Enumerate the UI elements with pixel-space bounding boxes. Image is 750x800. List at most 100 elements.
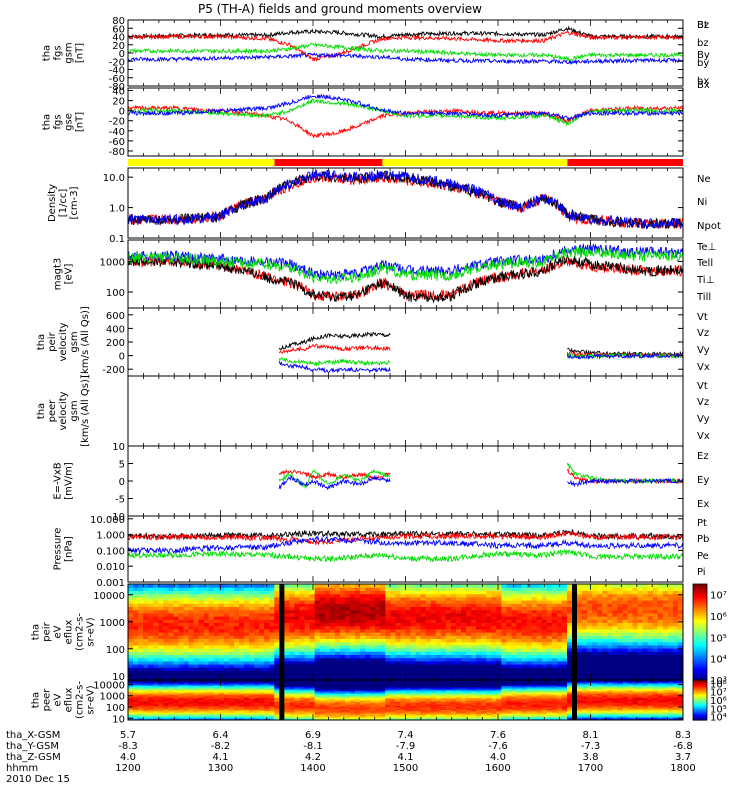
heatmap-cell bbox=[466, 625, 472, 630]
heatmap-cell bbox=[143, 705, 149, 708]
heatmap-cell bbox=[269, 654, 275, 659]
heatmap-cell bbox=[284, 641, 290, 646]
heatmap-cell bbox=[188, 606, 195, 611]
heatmap-cell bbox=[234, 692, 240, 694]
heatmap-cell bbox=[355, 667, 361, 671]
colorbar-cell bbox=[693, 598, 707, 602]
heatmap-cell bbox=[213, 600, 220, 604]
heatmap-cell bbox=[244, 709, 250, 712]
heatmap-cell bbox=[208, 708, 215, 710]
heatmap-cell bbox=[289, 638, 296, 643]
heatmap-cell bbox=[360, 619, 366, 623]
heatmap-cell bbox=[193, 696, 200, 698]
heatmap-cell bbox=[208, 590, 215, 595]
heatmap-cell bbox=[481, 660, 487, 665]
heatmap-cell bbox=[662, 600, 669, 604]
heatmap-cell bbox=[223, 680, 230, 682]
heatmap-cell bbox=[208, 710, 215, 713]
heatmap-cell bbox=[254, 641, 260, 646]
heatmap-cell bbox=[546, 641, 553, 646]
heatmap-cell bbox=[360, 644, 366, 649]
heatmap-cell bbox=[572, 609, 578, 614]
heatmap-cell bbox=[223, 688, 230, 690]
heatmap-cell bbox=[218, 600, 225, 604]
heatmap-cell bbox=[183, 644, 190, 649]
heatmap-cell bbox=[678, 587, 683, 591]
y-tick-label: 0 bbox=[119, 477, 125, 488]
heatmap-cell bbox=[143, 644, 149, 649]
heatmap-cell bbox=[617, 635, 623, 639]
heatmap-cell bbox=[163, 685, 169, 688]
heatmap-cell bbox=[612, 670, 618, 675]
heatmap-cell bbox=[244, 648, 250, 652]
heatmap-cell bbox=[168, 670, 174, 675]
heatmap-cell bbox=[274, 609, 280, 614]
heatmap-cell bbox=[375, 625, 381, 630]
y-tick-label: -20 bbox=[109, 57, 125, 68]
heatmap-cell bbox=[456, 635, 462, 639]
heatmap-cell bbox=[198, 606, 205, 611]
heatmap-cell bbox=[536, 606, 543, 611]
heatmap-cell bbox=[239, 698, 245, 701]
heatmap-cell bbox=[193, 682, 200, 685]
heatmap-cell bbox=[158, 638, 164, 643]
heatmap-cell bbox=[148, 713, 154, 716]
heatmap-cell bbox=[345, 657, 351, 662]
heatmap-cell bbox=[148, 612, 154, 617]
heatmap-cell bbox=[526, 593, 533, 598]
heatmap-cell bbox=[587, 632, 593, 636]
heatmap-cell bbox=[158, 693, 164, 696]
heatmap-cell bbox=[425, 625, 432, 630]
heatmap-cell bbox=[486, 628, 492, 633]
heatmap-cell bbox=[324, 641, 331, 646]
heatmap-cell bbox=[657, 628, 664, 633]
heatmap-cell bbox=[168, 696, 174, 698]
heatmap-cell bbox=[143, 682, 149, 685]
heatmap-cell bbox=[567, 622, 573, 627]
heatmap-cell bbox=[138, 714, 144, 717]
heatmap-cell bbox=[239, 584, 245, 588]
heatmap-cell bbox=[561, 676, 568, 680]
heatmap-cell bbox=[501, 648, 507, 652]
heatmap-cell bbox=[218, 714, 225, 717]
heatmap-cell bbox=[158, 622, 164, 627]
heatmap-cell bbox=[309, 676, 316, 680]
heatmap-cell bbox=[223, 648, 230, 652]
heatmap-cell bbox=[269, 638, 275, 643]
heatmap-cell bbox=[632, 606, 639, 611]
heatmap-cell bbox=[481, 603, 487, 607]
heatmap-cell bbox=[173, 660, 179, 665]
heatmap-cell bbox=[294, 632, 301, 636]
heatmap-cell bbox=[471, 593, 477, 598]
heatmap-cell bbox=[294, 654, 301, 659]
heatmap-cell bbox=[193, 651, 200, 655]
heatmap-cell bbox=[425, 667, 432, 671]
heatmap-cell bbox=[592, 635, 598, 639]
heatmap-cell bbox=[637, 676, 644, 680]
heatmap-cell bbox=[511, 628, 518, 633]
heatmap-cell bbox=[572, 616, 578, 620]
heatmap-cell bbox=[531, 609, 538, 614]
y-tick-label: -20 bbox=[109, 117, 125, 128]
heatmap-cell bbox=[541, 619, 548, 623]
heatmap-cell bbox=[345, 619, 351, 623]
heatmap-cell bbox=[511, 657, 518, 662]
heatmap-cell bbox=[662, 667, 669, 671]
heatmap-cell bbox=[244, 693, 250, 696]
heatmap-cell bbox=[309, 593, 316, 598]
heatmap-cell bbox=[223, 681, 230, 684]
series-line-Ne bbox=[128, 172, 683, 230]
heatmap-cell bbox=[133, 628, 139, 633]
heatmap-cell bbox=[259, 587, 265, 591]
heatmap-cell bbox=[153, 616, 159, 620]
heatmap-cell bbox=[657, 596, 664, 601]
heatmap-cell bbox=[309, 587, 316, 591]
legend-Tell: Tell bbox=[696, 258, 713, 269]
heatmap-cell bbox=[602, 638, 608, 643]
heatmap-cell bbox=[582, 587, 588, 591]
heatmap-cell bbox=[360, 657, 366, 662]
colorbar-cell bbox=[693, 610, 707, 614]
heatmap-cell bbox=[299, 603, 306, 607]
heatmap-cell bbox=[319, 660, 326, 665]
heatmap-cell bbox=[456, 667, 462, 671]
